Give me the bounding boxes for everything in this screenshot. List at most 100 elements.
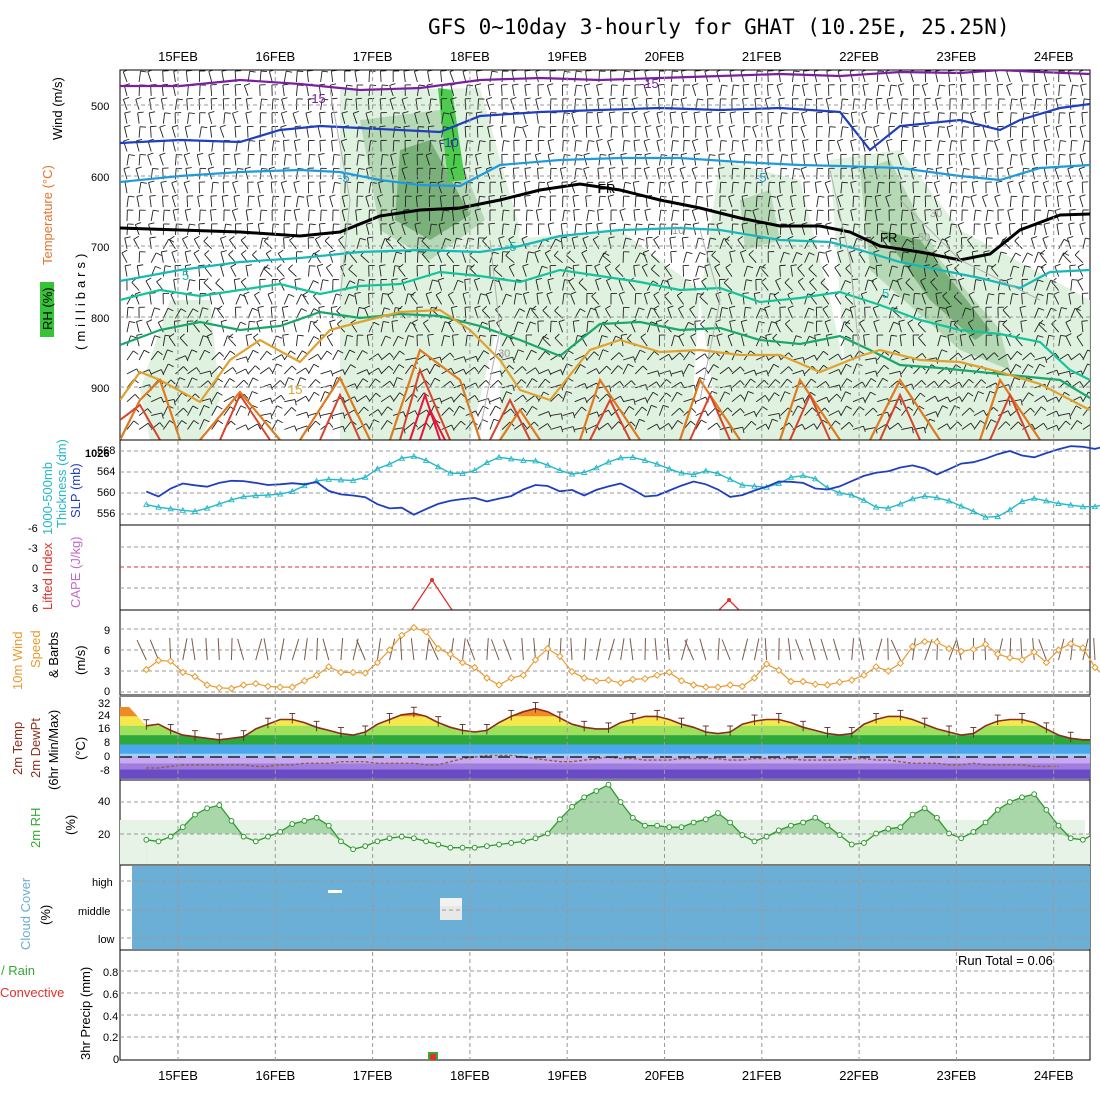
wind-barb — [585, 97, 592, 110]
wind-barb — [344, 84, 353, 96]
wind-barb — [804, 98, 812, 110]
wind-barb — [562, 390, 573, 402]
wind-barb — [608, 167, 616, 180]
wind-barb — [1081, 181, 1089, 194]
wind-barb — [210, 83, 217, 96]
rh2m-point — [544, 830, 551, 837]
rh2m-point — [715, 810, 721, 816]
wind-barb — [453, 420, 466, 430]
wind-barb — [598, 365, 612, 375]
wind-barb — [1068, 222, 1075, 235]
wind-barb — [437, 277, 445, 291]
wind-barb — [913, 112, 921, 124]
wind-barb — [308, 353, 322, 361]
wind-barb — [562, 112, 571, 124]
wind-barb — [171, 124, 179, 138]
wind-barb — [1039, 249, 1047, 263]
wind-barb — [404, 84, 412, 96]
wind10m-point — [349, 668, 357, 677]
wind-barb — [900, 98, 909, 110]
wind-barb — [124, 264, 132, 277]
wind10m-barb — [425, 638, 430, 661]
wind-barb — [1014, 236, 1023, 250]
wind-barb — [973, 223, 981, 235]
wind-barb — [172, 208, 180, 222]
wind-barb — [284, 399, 297, 406]
rh2m-band — [146, 833, 1090, 865]
wind-barb — [368, 367, 382, 375]
wind-barb — [295, 294, 307, 305]
wind10m-barb — [787, 638, 792, 661]
wind-barb — [356, 369, 370, 376]
wind-barb — [888, 321, 900, 333]
wind-barb — [148, 111, 156, 124]
wind-barb — [900, 112, 909, 124]
wind10m-point — [653, 671, 661, 679]
wind-barb — [646, 391, 659, 402]
wind-barb — [441, 334, 451, 347]
wind-barb — [524, 83, 531, 96]
wind-barb — [814, 181, 822, 194]
wind-barb — [598, 349, 609, 361]
wind-barb — [332, 412, 346, 419]
wind-barb — [413, 70, 421, 83]
wind-barb — [679, 166, 686, 180]
wind-barb — [356, 195, 364, 208]
wind-barb — [1021, 209, 1029, 222]
wind-barb — [622, 195, 630, 208]
precip-label-a: Total / Rain — [0, 963, 35, 978]
wind-barb — [683, 223, 692, 235]
wind-barb — [392, 195, 400, 208]
wind-barb — [416, 126, 425, 138]
wind-barb — [824, 319, 831, 333]
wind-barb — [585, 125, 593, 138]
cloud-middle-patch — [440, 906, 462, 920]
wind-barb — [767, 112, 774, 124]
wind-barb — [653, 305, 660, 319]
contour-label: FR — [598, 181, 615, 196]
wind-barb — [719, 391, 731, 402]
wind-barb — [332, 279, 339, 291]
wind-barb — [767, 418, 778, 430]
wind-barb — [852, 195, 860, 208]
wind-barb — [295, 334, 304, 347]
wind-barb — [656, 124, 663, 138]
wind-barb — [1058, 84, 1066, 96]
wind-barb — [356, 423, 370, 430]
wind-barb — [308, 98, 315, 110]
wind-barb — [234, 153, 241, 166]
wind-barb — [755, 278, 762, 291]
wind-barb — [925, 167, 934, 180]
wind-barb — [547, 138, 554, 152]
wind-barb — [136, 319, 143, 333]
wind-barb — [138, 209, 146, 222]
wind10m-point — [276, 683, 284, 691]
rh2m-point — [1067, 835, 1074, 842]
wind-barb — [1054, 166, 1061, 180]
wind-barb — [731, 366, 745, 375]
rh2m-point — [313, 814, 320, 821]
wind-barb — [699, 292, 709, 305]
wind-barb — [985, 181, 992, 194]
wind-barb — [513, 366, 527, 375]
bottom-date-label: 17FEB — [353, 1068, 393, 1083]
wind-barb — [317, 125, 325, 138]
wind-barb — [1045, 195, 1052, 208]
wind-barb — [513, 349, 524, 361]
rh2m-point — [581, 794, 588, 801]
wind-barb — [985, 209, 994, 222]
wind-barb — [681, 236, 689, 249]
wind-barb — [671, 140, 679, 152]
wind-barb — [404, 335, 415, 347]
wind-barb — [223, 112, 231, 124]
wind-barb — [171, 249, 178, 263]
wind-barb — [1043, 222, 1050, 236]
wind-barb — [597, 97, 604, 110]
wind10m-point — [641, 674, 649, 683]
rh2m-point — [1031, 791, 1038, 798]
wind-barb — [449, 110, 457, 124]
wind-barb — [463, 222, 470, 235]
temp-ytick: -8 — [100, 765, 110, 777]
wind-barb — [282, 83, 289, 96]
wind-barb — [538, 378, 551, 389]
